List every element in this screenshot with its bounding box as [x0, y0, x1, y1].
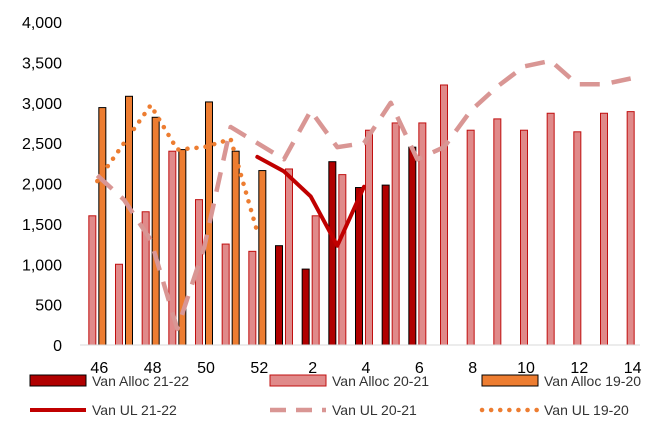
bar-van-alloc-21-22 [381, 184, 390, 346]
y-tick-label: 2,500 [22, 136, 62, 153]
bar-van-alloc-20-21 [221, 243, 230, 346]
x-tick-label: 14 [624, 360, 642, 377]
bar-van-alloc-20-21 [285, 168, 293, 346]
x-tick-label: 52 [250, 360, 268, 377]
bar-van-alloc-20-21 [365, 129, 373, 346]
y-tick-label: 500 [35, 298, 62, 315]
bar-van-alloc-21-22 [275, 245, 283, 346]
legend-item-van-ul-20-21: Van UL 20-21 [270, 402, 417, 418]
y-tick-label: 3,000 [22, 96, 62, 113]
bar-van-alloc-20-21 [338, 174, 347, 346]
legend-item-van-ul-21-22: Van UL 21-22 [30, 402, 177, 418]
bar-van-alloc-20-21 [391, 122, 400, 346]
legend-label: Van Alloc 19-20 [544, 373, 641, 389]
line-van-ul-20-21 [95, 58, 632, 332]
y-tick-label: 1,000 [22, 257, 62, 274]
legend-label: Van UL 21-22 [92, 402, 177, 418]
bar-van-alloc-20-21 [573, 131, 582, 346]
bar-van-alloc-20-21 [626, 111, 635, 346]
bars [88, 84, 635, 346]
legend-item-van-ul-19-20: Van UL 19-20 [479, 402, 629, 418]
line-van-ul-19-20 [95, 102, 260, 235]
bar-van-alloc-21-22 [408, 146, 417, 346]
x-tick-label: 10 [517, 360, 535, 377]
bar-van-alloc-20-21 [311, 215, 320, 346]
legend-item-van-alloc-21-22: Van Alloc 21-22 [29, 373, 189, 389]
legend-label: Van UL 20-21 [332, 402, 417, 418]
x-tick-label: 46 [90, 360, 108, 377]
y-tick-label: 4,000 [22, 15, 62, 32]
legend-label: Van UL 19-20 [544, 402, 629, 418]
y-tick-label: 3,500 [22, 55, 62, 72]
y-tick-label: 0 [53, 338, 62, 355]
x-axis: 46 48 50 52 2 4 6 8 10 12 14 [90, 360, 641, 377]
x-tick-label: 48 [144, 360, 162, 377]
bar-van-alloc-21-22 [301, 268, 310, 346]
bar-van-alloc-20-21 [546, 112, 555, 346]
bar-van-alloc-19-20 [151, 116, 160, 346]
x-tick-label: 50 [197, 360, 215, 377]
legend-swatch [29, 374, 87, 387]
x-tick-label: 12 [570, 360, 588, 377]
legend: Van Alloc 21-22 Van Alloc 20-21 Van Alloc … [29, 373, 641, 418]
bar-van-alloc-20-21 [466, 129, 475, 346]
bar-van-alloc-19-20 [231, 150, 240, 346]
bar-van-alloc-19-20 [258, 170, 267, 346]
legend-swatch [481, 374, 539, 387]
bar-van-alloc-20-21 [88, 215, 97, 346]
line-van-ul-21-22 [255, 154, 366, 248]
x-tick-label: 2 [308, 360, 317, 377]
x-tick-label: 8 [468, 360, 477, 377]
bar-van-alloc-19-20 [205, 101, 213, 346]
legend-swatch [269, 374, 327, 387]
legend-item-van-alloc-19-20: Van Alloc 19-20 [481, 373, 641, 389]
lines [95, 58, 632, 332]
bar-van-alloc-20-21 [600, 112, 608, 346]
x-tick-label: 6 [415, 360, 424, 377]
bar-van-alloc-19-20 [125, 95, 133, 346]
x-tick-label: 4 [362, 360, 371, 377]
y-axis: 0 500 1,000 1,500 2,000 2,500 3,000 3,500 4,000 [22, 15, 62, 355]
y-tick-label: 1,500 [22, 217, 62, 234]
bar-van-alloc-20-21 [493, 118, 502, 346]
bar-van-alloc-20-21 [115, 263, 123, 346]
legend-label: Van Alloc 20-21 [332, 373, 429, 389]
bar-van-alloc-21-22 [355, 187, 363, 346]
bar-van-alloc-21-22 [328, 161, 337, 346]
bar-van-alloc-19-20 [98, 107, 107, 346]
bar-van-alloc-20-21 [520, 129, 528, 346]
bar-van-alloc-19-20 [178, 149, 187, 346]
bar-van-alloc-20-21 [248, 250, 257, 346]
bar-van-alloc-20-21 [440, 84, 448, 346]
legend-item-van-alloc-20-21: Van Alloc 20-21 [269, 373, 429, 389]
y-tick-label: 2,000 [22, 177, 62, 194]
legend-label: Van Alloc 21-22 [92, 373, 189, 389]
